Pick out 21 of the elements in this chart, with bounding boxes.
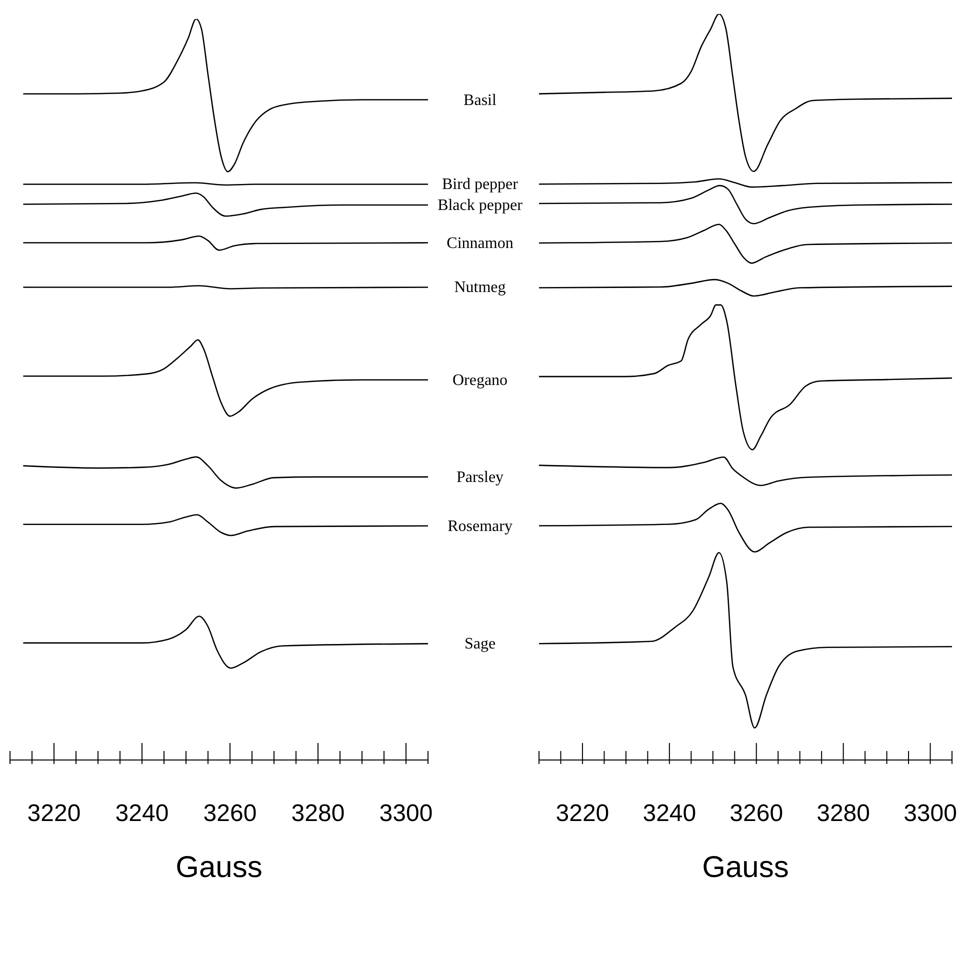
- series-label: Bird pepper: [442, 176, 519, 194]
- x-tick-label: 3280: [816, 800, 870, 827]
- x-tick-label: 3260: [203, 800, 257, 827]
- series-label: Parsley: [456, 468, 504, 486]
- x-tick-label: 3240: [642, 800, 696, 827]
- text: Sage: [464, 636, 496, 653]
- x-tick-label: 3260: [730, 800, 784, 827]
- series-label: Nutmeg: [454, 279, 506, 296]
- x-axis-title: Gauss: [701, 850, 790, 886]
- x-tick-label: 3300: [904, 800, 957, 827]
- x-tick-label: 3280: [291, 800, 345, 827]
- text: Basil: [464, 92, 497, 109]
- x-tick-label: 3220: [27, 800, 81, 827]
- x-tick-label: 3300: [379, 800, 433, 827]
- series-label: Oregano: [452, 372, 508, 389]
- x-tick-label: 3220: [556, 800, 610, 827]
- series-label: Cinnamon: [446, 234, 514, 252]
- series-label: Rosemary: [448, 518, 512, 535]
- x-axis-title: Gauss: [174, 850, 264, 886]
- x-tick-label: 3240: [115, 800, 169, 827]
- series-label: Black pepper: [438, 196, 524, 214]
